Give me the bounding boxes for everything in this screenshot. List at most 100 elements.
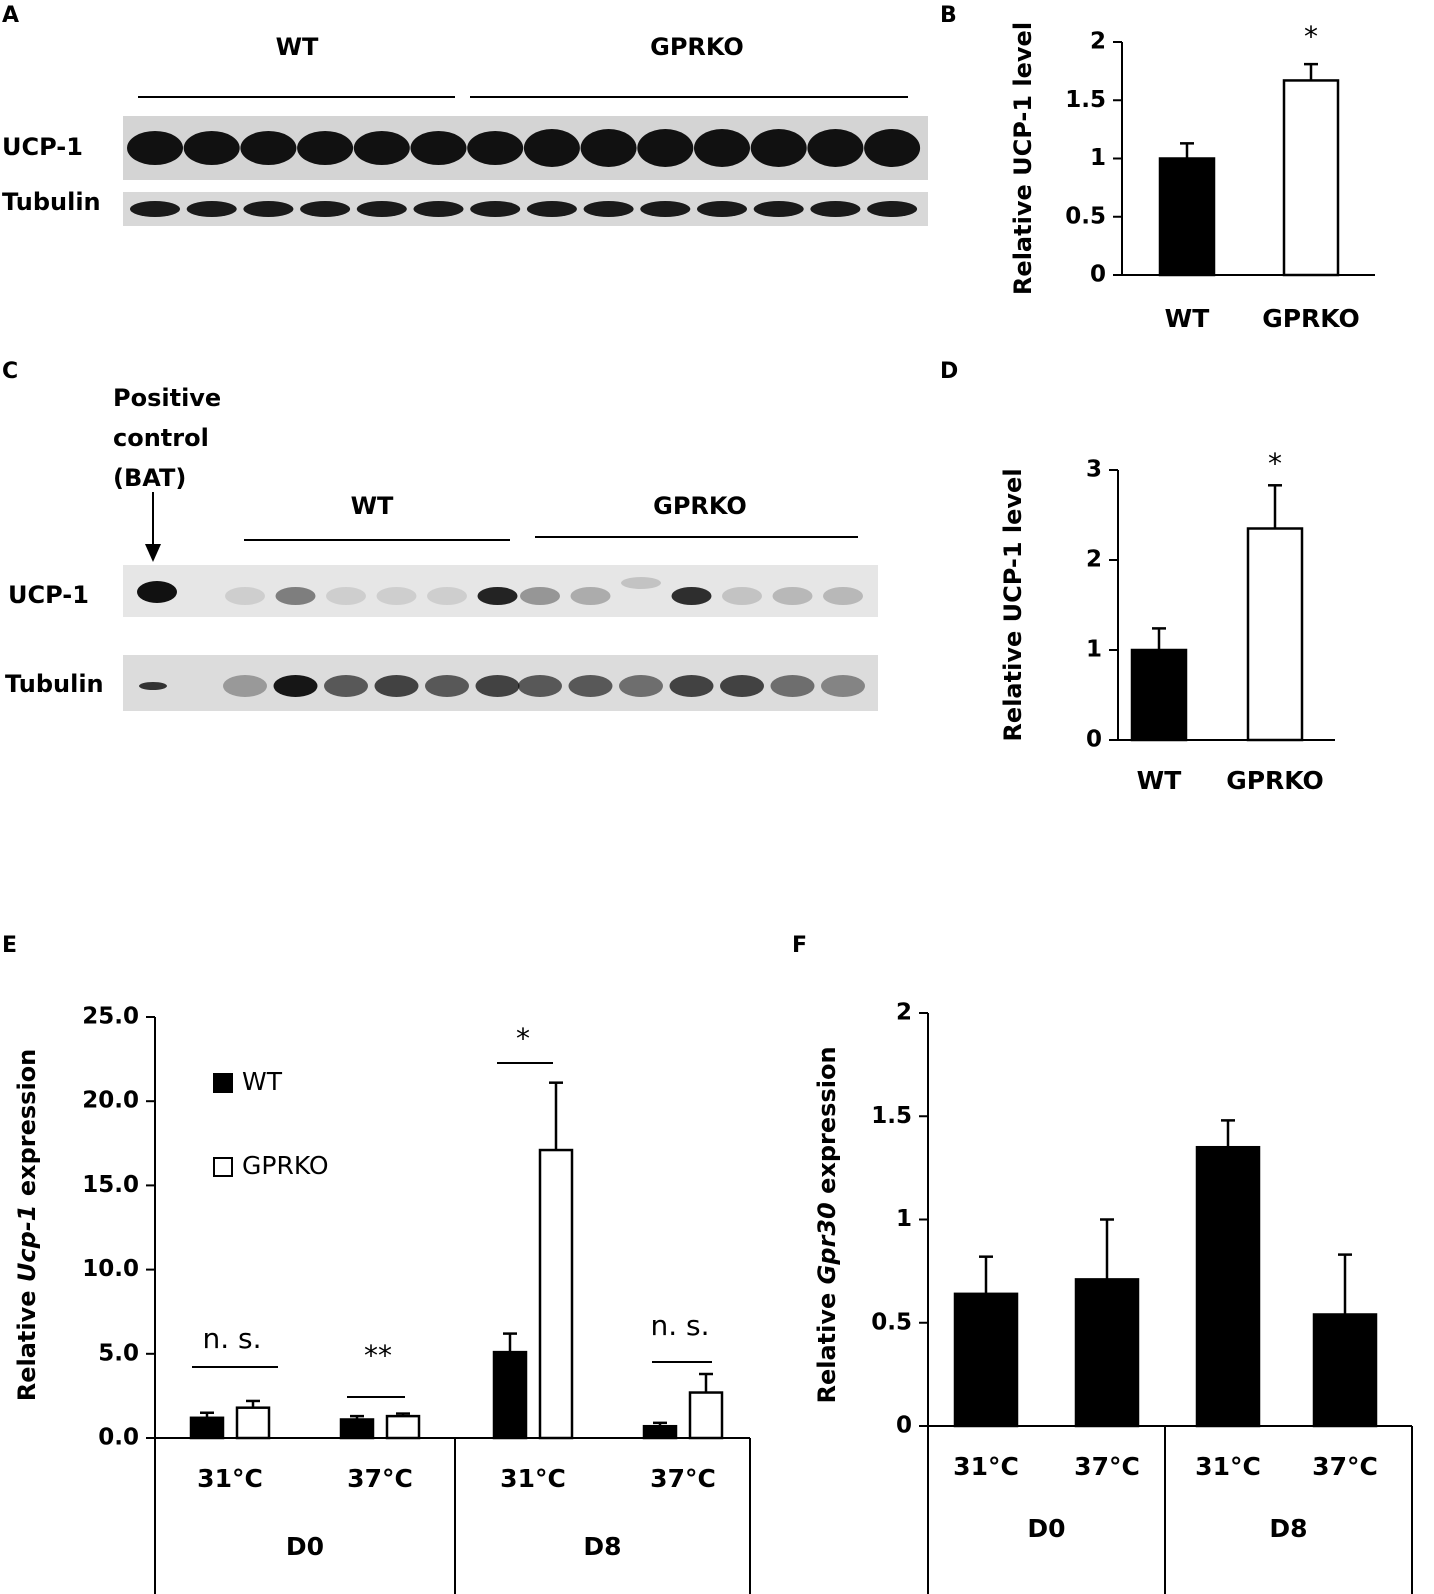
band xyxy=(619,675,663,697)
band xyxy=(127,131,183,165)
y-tick-label: 1.5 xyxy=(1065,87,1106,113)
y-axis-label: Relative UCP-1 level xyxy=(999,468,1027,741)
band xyxy=(186,201,237,217)
y-tick-label: 0.5 xyxy=(871,1309,912,1335)
band xyxy=(425,675,469,697)
y-axis-label: Relative UCP-1 level xyxy=(1009,22,1037,295)
band xyxy=(864,129,921,167)
x-tick-label: 31°C xyxy=(953,1452,1019,1481)
annotation: * xyxy=(1304,20,1318,53)
bar xyxy=(1074,1278,1140,1428)
charts: 0 0.5 1 1.5 2 Relative UCP-1 level WT GPRKO * 0 1 2… xyxy=(13,20,1413,1594)
x-tick-label: 37°C xyxy=(347,1464,413,1493)
band xyxy=(243,201,294,217)
bar xyxy=(189,1416,225,1440)
band xyxy=(580,129,637,167)
band xyxy=(637,129,694,167)
bar xyxy=(538,1148,574,1440)
x-tick-label: 37°C xyxy=(1074,1452,1140,1481)
band xyxy=(477,587,518,605)
y-tick-label: 0.5 xyxy=(1065,203,1106,229)
y-axis-label-part: Ucp-1 xyxy=(13,1205,41,1283)
band xyxy=(821,675,865,697)
band xyxy=(867,201,918,217)
x-tick-label: 31°C xyxy=(500,1464,566,1493)
bar xyxy=(1130,648,1188,742)
annotation: * xyxy=(1268,447,1282,480)
group-label: WT xyxy=(351,492,394,520)
band xyxy=(427,587,467,605)
bands xyxy=(137,577,865,697)
group-label: D8 xyxy=(583,1532,621,1561)
group-label: D0 xyxy=(286,1532,324,1561)
y-axis-label-part: expression xyxy=(13,1049,41,1196)
bar xyxy=(339,1418,375,1440)
y-tick-label: 2 xyxy=(896,1000,912,1026)
bar xyxy=(1195,1145,1261,1428)
band xyxy=(130,201,180,217)
legend-label: GPRKO xyxy=(242,1151,329,1180)
band xyxy=(526,201,577,217)
marker-label: Positive xyxy=(113,384,221,412)
y-axis-label: Relative Ucp-1 expression xyxy=(13,1049,41,1402)
annotation: * xyxy=(516,1022,530,1055)
band xyxy=(470,201,521,217)
panel-letter: F xyxy=(792,933,807,958)
y-axis-label-part: Relative xyxy=(813,1293,841,1404)
panel-letter: B xyxy=(940,3,957,28)
chart: 0.0 5.0 10.0 15.0 20.0 25.0 Relative Ucp-1 exp… xyxy=(13,1004,751,1594)
y-tick-label: 5.0 xyxy=(98,1340,139,1366)
band xyxy=(669,675,714,697)
y-axis-label-part: level xyxy=(999,468,1027,533)
band xyxy=(137,581,177,603)
band xyxy=(722,587,762,605)
band xyxy=(467,131,524,165)
y-tick-label: 15.0 xyxy=(82,1172,139,1198)
band xyxy=(523,129,580,167)
band xyxy=(183,131,240,165)
chart: 0 0.5 1 1.5 2 Relative Gpr30 expression 31°C 37… xyxy=(813,1000,1413,1594)
row-label: Tubulin xyxy=(2,188,101,216)
legend-swatch xyxy=(213,1157,233,1177)
band xyxy=(770,675,815,697)
annotation: n. s. xyxy=(202,1322,261,1355)
band xyxy=(621,577,661,589)
bar xyxy=(1158,157,1216,277)
y-tick-label: 25.0 xyxy=(82,1004,139,1030)
y-tick-label: 2 xyxy=(1086,547,1102,573)
y-tick-label: 0 xyxy=(1090,262,1106,288)
band xyxy=(720,675,764,697)
y-tick-label: 10.0 xyxy=(82,1256,139,1282)
y-axis-label-part: Gpr30 xyxy=(813,1202,841,1284)
band xyxy=(671,587,712,605)
band xyxy=(297,131,354,165)
marker-label: control xyxy=(113,424,209,452)
band xyxy=(568,675,613,697)
y-tick-label: 2 xyxy=(1090,29,1106,55)
band xyxy=(300,201,351,217)
y-axis-label-part: UCP-1 xyxy=(999,541,1027,622)
x-tick-label: 37°C xyxy=(650,1464,716,1493)
x-tick-label: 37°C xyxy=(1312,1452,1378,1481)
band xyxy=(376,587,417,605)
y-axis-label-part: Relative xyxy=(13,1290,41,1401)
annotation: ** xyxy=(364,1339,392,1372)
chart: 0 1 2 3 Relative UCP-1 level WT GPRKO * xyxy=(999,447,1335,795)
y-tick-label: 0 xyxy=(1086,727,1102,753)
band xyxy=(823,587,863,605)
y-axis-label-part: Relative xyxy=(999,631,1027,742)
y-tick-label: 3 xyxy=(1086,457,1102,483)
band xyxy=(413,201,464,217)
y-tick-label: 1 xyxy=(1090,145,1106,171)
band xyxy=(225,587,265,605)
band xyxy=(753,201,804,217)
y-axis-label-part: expression xyxy=(813,1046,841,1193)
y-tick-label: 20.0 xyxy=(82,1088,139,1114)
bar xyxy=(1282,79,1340,277)
bar xyxy=(492,1350,528,1440)
y-tick-label: 1.5 xyxy=(871,1103,912,1129)
legend-swatch xyxy=(213,1073,233,1093)
band xyxy=(353,131,410,165)
x-tick-label: GPRKO xyxy=(1262,304,1360,333)
